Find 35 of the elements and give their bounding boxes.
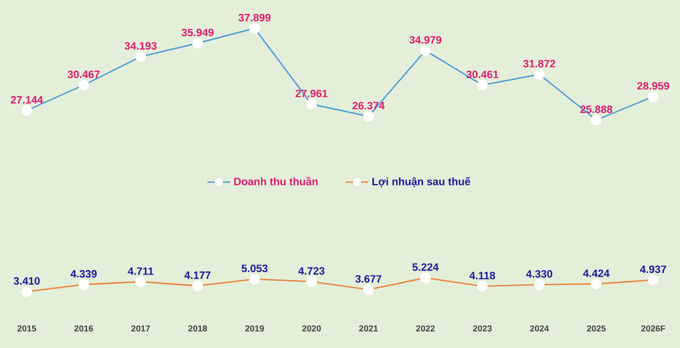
data-label: 27.144 [10, 96, 44, 104]
legend-label: Doanh thu thuần [234, 177, 318, 186]
x-tick-label: 2018 [188, 325, 208, 332]
x-tick-label: 2022 [416, 325, 435, 332]
data-label: 34.193 [124, 42, 157, 50]
data-label: 5.224 [412, 263, 439, 271]
x-tick-label: 2024 [530, 325, 549, 332]
x-tick-label: 2023 [473, 325, 492, 332]
data-label: 34.979 [409, 36, 442, 44]
data-label: 5.053 [242, 264, 268, 272]
data-label: 4.723 [298, 267, 324, 275]
data-label: 4.330 [526, 270, 552, 278]
data-label: 31.872 [523, 60, 556, 68]
x-tick-label: 2025 [586, 325, 606, 332]
data-label: 4.937 [640, 265, 666, 274]
data-label: 4.711 [128, 267, 154, 275]
data-label: 30.467 [68, 70, 100, 78]
data-label: 4.339 [70, 270, 97, 278]
data-label: 28.959 [637, 82, 670, 90]
data-label: 30.461 [466, 70, 498, 78]
data-label: 3.410 [14, 277, 40, 285]
data-label: 4.177 [184, 272, 210, 279]
data-label: 3.677 [355, 275, 382, 283]
legend-label: Lợi nhuận sau thuế [372, 177, 471, 188]
x-tick-label: 2017 [131, 325, 150, 332]
x-tick-label: 2016 [74, 325, 94, 332]
x-tick-label: 2021 [359, 325, 378, 332]
x-tick-label: 2015 [17, 325, 36, 332]
x-tick-label: 2020 [302, 325, 321, 332]
x-tick-label: 2019 [245, 325, 264, 332]
data-label: 4.424 [583, 270, 610, 277]
x-tick-label: 2026F [641, 325, 666, 332]
data-label: 37.899 [238, 14, 270, 22]
data-label: 4.118 [470, 272, 496, 280]
data-label: 35.949 [182, 28, 214, 36]
